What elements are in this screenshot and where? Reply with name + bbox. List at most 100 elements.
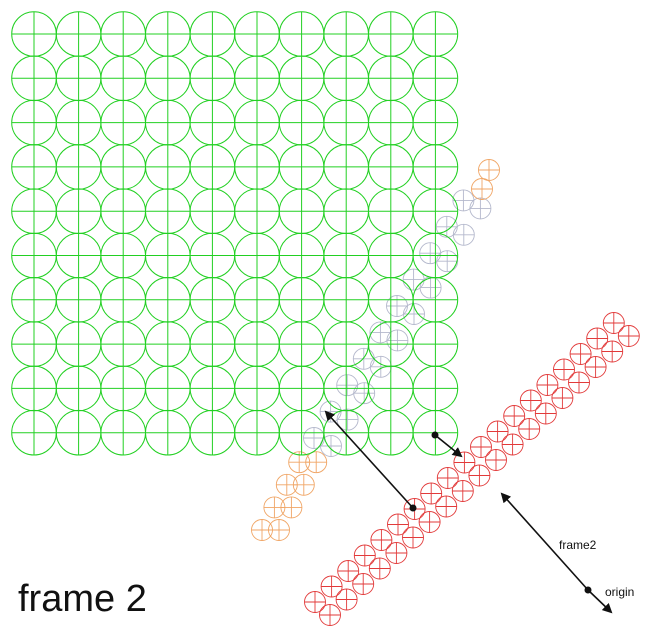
red-circle (518, 418, 541, 440)
orange-circle (478, 159, 500, 181)
red-circle (551, 387, 574, 409)
green-circle (189, 321, 236, 367)
green-circle (368, 409, 414, 456)
green-circle (412, 55, 459, 102)
red-circle (453, 451, 476, 474)
green-circle (234, 55, 280, 102)
green-circle (55, 365, 102, 412)
origin-point-marker (584, 586, 592, 594)
origin-label: origin (605, 585, 634, 599)
green-circle (368, 277, 414, 323)
green-circle (55, 188, 102, 234)
green-circle (278, 277, 325, 323)
green-circle (323, 321, 370, 367)
red-circle (553, 358, 575, 381)
red-circle (470, 436, 492, 458)
green-circle (145, 232, 191, 279)
green-circle (55, 321, 102, 367)
gray-circle (469, 197, 492, 220)
red-circle (385, 542, 408, 564)
green-circle (278, 188, 325, 234)
red-circle (584, 356, 607, 378)
frame-x-axis-arrow (434, 434, 463, 458)
green-circle (368, 232, 414, 279)
gray-circle (452, 189, 475, 212)
green-circle (412, 365, 459, 412)
green-circle (323, 232, 370, 279)
green-circle (323, 277, 370, 323)
green-circle (145, 409, 191, 456)
green-circle (100, 321, 146, 367)
green-circle (145, 55, 191, 102)
orange-circle (280, 496, 303, 519)
green-circle (11, 144, 57, 190)
green-circle (11, 188, 57, 234)
green-circle (234, 321, 280, 367)
green-circle (145, 11, 191, 57)
red-circle (569, 343, 592, 365)
gray-circle (436, 250, 459, 273)
red-circle (536, 374, 559, 396)
frame2-label: frame2 (559, 538, 597, 552)
green-circle (368, 55, 414, 102)
green-circle (100, 11, 146, 57)
green-circle (278, 99, 325, 146)
frame-y-axis-arrow (324, 410, 414, 509)
green-circle (323, 55, 370, 102)
green-circle (323, 188, 370, 234)
orange-circle-chain (251, 159, 500, 541)
green-circle (55, 55, 102, 102)
red-circle-chain (304, 312, 640, 626)
frame2-arrow (500, 492, 589, 591)
gray-circle (419, 276, 442, 299)
green-circle (55, 409, 102, 456)
red-circle (617, 325, 640, 347)
vector-annotations: frame2 origin (324, 410, 634, 614)
green-circle (145, 321, 191, 367)
green-circle (11, 99, 57, 146)
green-circle (189, 188, 236, 234)
green-circle (323, 11, 370, 57)
green-circle (234, 11, 280, 57)
red-circle (368, 557, 391, 580)
red-circle (451, 480, 474, 502)
green-circle (55, 11, 102, 57)
green-circle (145, 277, 191, 323)
green-circle (11, 409, 57, 456)
green-circle (11, 365, 57, 412)
green-circle (234, 144, 280, 190)
red-circle (352, 573, 375, 595)
gray-circle (452, 223, 475, 246)
green-circle (55, 232, 102, 279)
green-circle (189, 409, 236, 456)
green-circle (189, 144, 236, 190)
green-circle (189, 365, 236, 412)
orange-circle (471, 178, 493, 200)
green-circle (412, 277, 459, 323)
green-circle (278, 144, 325, 190)
red-circle (335, 588, 358, 611)
green-circle (189, 11, 236, 57)
green-circle (100, 232, 146, 279)
gray-circle (419, 242, 442, 265)
gray-circle (336, 408, 359, 431)
green-circle (278, 11, 325, 57)
red-circle (435, 495, 458, 518)
red-circle (503, 405, 526, 427)
green-circle (278, 321, 325, 367)
gray-circle (353, 382, 376, 405)
gray-circle (352, 347, 375, 370)
green-circle (412, 321, 459, 367)
green-circle (278, 232, 325, 279)
gray-circle (303, 427, 325, 449)
red-circle (485, 449, 507, 471)
green-circle (11, 55, 57, 102)
green-circle (145, 365, 191, 412)
green-circle (189, 55, 236, 102)
green-circle (189, 99, 236, 146)
green-circle (412, 232, 459, 279)
green-circle (323, 409, 370, 456)
orange-circle (305, 451, 328, 474)
green-circle (234, 99, 280, 146)
